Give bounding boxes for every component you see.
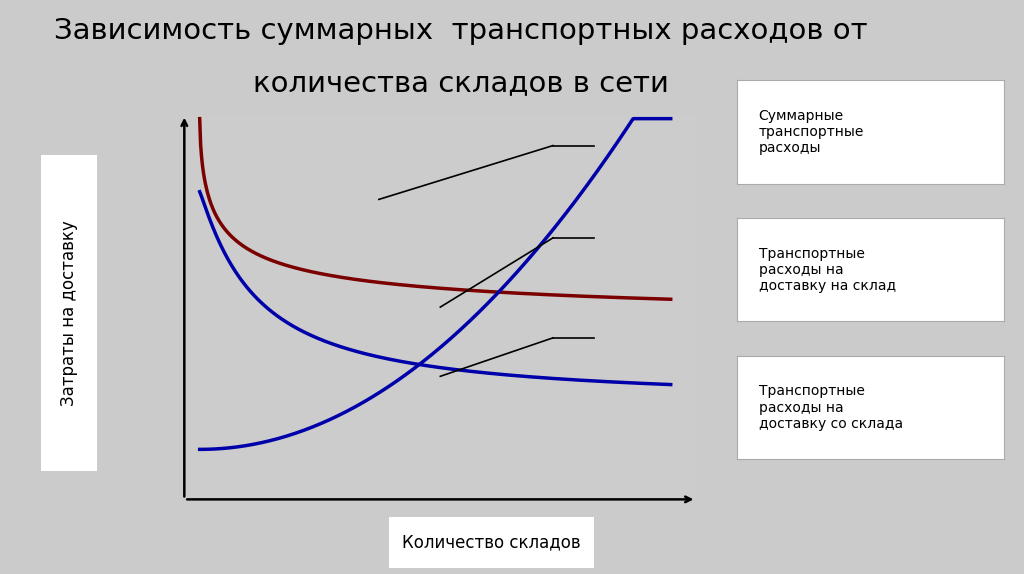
Text: Транспортные
расходы на
доставку со склада: Транспортные расходы на доставку со скла… xyxy=(759,385,903,430)
Text: Количество складов: Количество складов xyxy=(402,533,581,552)
Text: Затраты на доставку: Затраты на доставку xyxy=(60,220,78,406)
Text: количества складов в сети: количества складов в сети xyxy=(253,69,669,97)
Text: Транспортные
расходы на
доставку на склад: Транспортные расходы на доставку на скла… xyxy=(759,247,896,293)
Text: Зависимость суммарных  транспортных расходов от: Зависимость суммарных транспортных расхо… xyxy=(54,17,867,45)
Text: Суммарные
транспортные
расходы: Суммарные транспортные расходы xyxy=(759,109,864,155)
